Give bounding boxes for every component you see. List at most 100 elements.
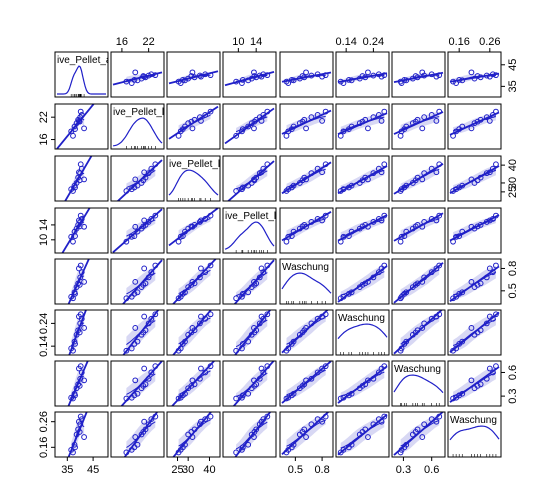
panel-content bbox=[113, 209, 162, 252]
panel-4-6 bbox=[336, 208, 389, 253]
panel-content bbox=[113, 361, 162, 416]
panel-content: ive_Pellet_l bbox=[225, 211, 276, 253]
x-tick-label: 10 bbox=[232, 36, 244, 48]
panel-content bbox=[225, 407, 274, 470]
panel-content bbox=[394, 162, 443, 194]
panel-content bbox=[338, 263, 387, 302]
y-tick-label: 30 bbox=[507, 177, 519, 189]
y-tick-label: 0.16 bbox=[38, 437, 50, 458]
panel-content bbox=[394, 70, 443, 86]
panel-3-7 bbox=[392, 156, 445, 201]
panel-4-7 bbox=[392, 208, 445, 253]
panel-1-1: ive_Pellet_a bbox=[55, 52, 112, 97]
panel-5-2 bbox=[111, 259, 164, 315]
panel-3-2 bbox=[111, 156, 164, 206]
panel-content: ive_Pellet_l bbox=[169, 159, 220, 201]
panel-1-4 bbox=[223, 52, 276, 97]
data-point bbox=[469, 70, 474, 75]
x-tick-label: 35 bbox=[61, 464, 73, 476]
y-tick-label: 0.6 bbox=[507, 365, 519, 380]
panel-2-6 bbox=[336, 104, 389, 149]
data-point bbox=[71, 133, 76, 138]
diagonal-variable-label: Waschung bbox=[338, 313, 385, 324]
panel-content bbox=[394, 412, 443, 455]
panel-content: Waschung bbox=[394, 364, 443, 406]
panel-1-8 bbox=[448, 52, 501, 97]
panel-5-8 bbox=[448, 259, 501, 304]
regression-line bbox=[450, 112, 499, 134]
panel-2-5 bbox=[280, 104, 333, 149]
density-line bbox=[338, 324, 387, 339]
data-point bbox=[142, 366, 147, 371]
panel-content bbox=[282, 162, 331, 194]
regression-line bbox=[113, 405, 162, 473]
panel-7-3 bbox=[167, 357, 220, 410]
data-point bbox=[142, 266, 147, 271]
x-tick-label: 0.8 bbox=[314, 464, 329, 476]
panel-4-8 bbox=[448, 208, 501, 253]
panel-2-2: ive_Pellet_l bbox=[111, 104, 164, 149]
panel-8-3 bbox=[167, 404, 220, 463]
x-tick-label: 30 bbox=[182, 464, 194, 476]
data-point bbox=[494, 364, 499, 369]
panel-7-4 bbox=[223, 361, 276, 416]
y-tick-label: 35 bbox=[507, 80, 519, 92]
regression-line bbox=[113, 361, 162, 416]
y-tick-label: 0.14 bbox=[38, 335, 50, 356]
panel-content bbox=[169, 256, 218, 308]
diagonal-variable-label: Waschung bbox=[450, 415, 497, 426]
panel-5-6 bbox=[336, 259, 389, 304]
panel-4-1 bbox=[55, 181, 108, 262]
panel-content bbox=[450, 364, 499, 402]
panel-content bbox=[282, 109, 331, 138]
density-line bbox=[169, 170, 218, 195]
x-tick-label: 14 bbox=[250, 36, 262, 48]
y-tick-label: 45 bbox=[507, 59, 519, 71]
data-point bbox=[176, 133, 181, 138]
x-tick-label: 45 bbox=[87, 464, 99, 476]
x-tick-label: 0.6 bbox=[424, 464, 439, 476]
panel-3-3: ive_Pellet_l bbox=[167, 156, 220, 201]
diagonal-variable-label: ive_Pellet_l bbox=[225, 211, 276, 222]
panel-5-7 bbox=[392, 259, 445, 304]
y-tick-label: 10 bbox=[38, 234, 50, 246]
panel-2-4 bbox=[223, 104, 276, 149]
panel-6-6: Waschung bbox=[336, 310, 389, 355]
panel-content bbox=[57, 318, 106, 432]
panel-3-6 bbox=[336, 156, 389, 201]
panel-content bbox=[225, 260, 274, 315]
panel-3-5 bbox=[280, 156, 333, 201]
panel-content: ive_Pellet_l bbox=[113, 107, 164, 149]
panel-8-7 bbox=[392, 412, 445, 457]
panel-6-7 bbox=[392, 309, 445, 355]
panel-content bbox=[169, 208, 218, 245]
panel-3-4 bbox=[223, 156, 276, 204]
density-line bbox=[282, 273, 331, 293]
panel-content bbox=[169, 107, 218, 139]
y-tick-label: 0.24 bbox=[38, 313, 50, 334]
panel-6-3 bbox=[167, 301, 220, 360]
panel-content bbox=[113, 305, 162, 368]
panel-7-7: Waschung bbox=[392, 361, 445, 406]
panel-5-4 bbox=[223, 259, 276, 315]
panel-content bbox=[57, 181, 106, 262]
panel-8-2 bbox=[111, 405, 164, 473]
panel-content bbox=[394, 109, 443, 138]
y-tick-label: 0.8 bbox=[507, 261, 519, 276]
regression-line bbox=[225, 407, 274, 470]
panel-content bbox=[282, 409, 331, 454]
panel-content bbox=[450, 70, 499, 86]
panel-1-5 bbox=[280, 52, 333, 97]
data-point bbox=[398, 133, 403, 138]
x-tick-label: 22 bbox=[143, 36, 155, 48]
regression-line bbox=[394, 412, 443, 455]
panel-6-8 bbox=[448, 310, 501, 355]
panel-content bbox=[225, 108, 274, 143]
x-tick-label: 0.26 bbox=[479, 36, 500, 48]
panel-content bbox=[338, 70, 387, 86]
density-line bbox=[450, 426, 499, 440]
panel-content bbox=[225, 361, 274, 416]
panel-4-3 bbox=[167, 208, 220, 253]
x-tick-label: 16 bbox=[116, 36, 128, 48]
y-tick-label: 0.26 bbox=[38, 411, 50, 432]
